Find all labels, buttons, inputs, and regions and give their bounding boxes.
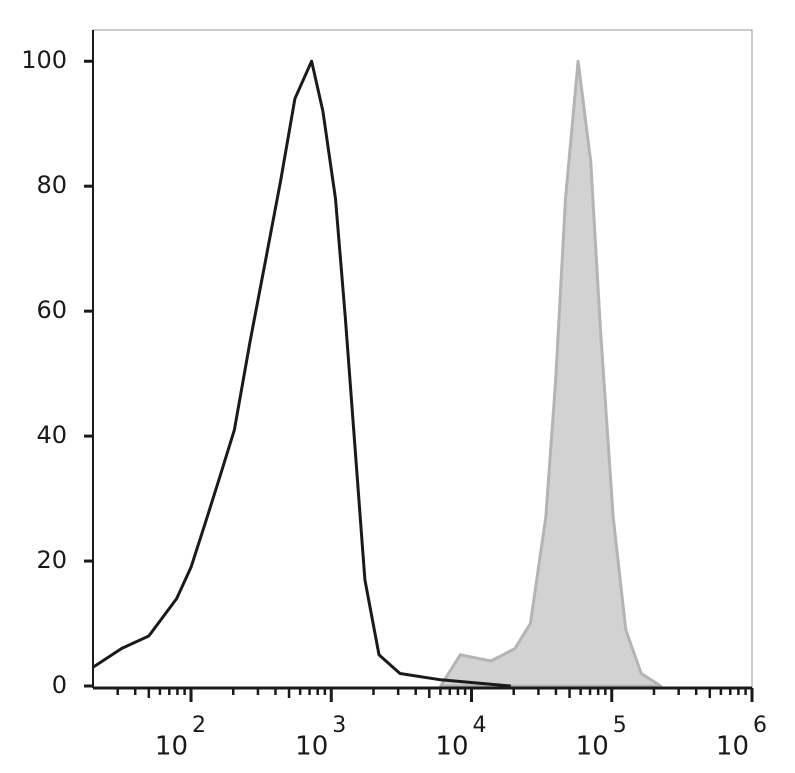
x-tick-label: 10 bbox=[435, 732, 468, 762]
x-tick-exponent: 6 bbox=[753, 713, 767, 738]
x-tick-exponent: 3 bbox=[332, 713, 346, 738]
x-tick-exponent: 2 bbox=[192, 713, 206, 738]
x-tick-label: 10 bbox=[295, 732, 328, 762]
y-tick-label: 100 bbox=[21, 46, 67, 74]
y-tick-label: 20 bbox=[36, 546, 67, 574]
x-tick-label: 10 bbox=[155, 732, 188, 762]
y-tick-label: 40 bbox=[36, 421, 67, 449]
plot-frame bbox=[92, 29, 753, 689]
x-tick-exponent: 4 bbox=[473, 713, 487, 738]
y-tick-label: 80 bbox=[36, 171, 67, 199]
y-tick-label: 60 bbox=[36, 296, 67, 324]
x-tick-label: 10 bbox=[716, 732, 749, 762]
x-tick-exponent: 5 bbox=[613, 713, 627, 738]
y-tick-label: 0 bbox=[52, 671, 67, 699]
histogram-line bbox=[92, 59, 511, 688]
x-tick-label: 10 bbox=[576, 732, 609, 762]
histogram-area bbox=[439, 59, 663, 688]
